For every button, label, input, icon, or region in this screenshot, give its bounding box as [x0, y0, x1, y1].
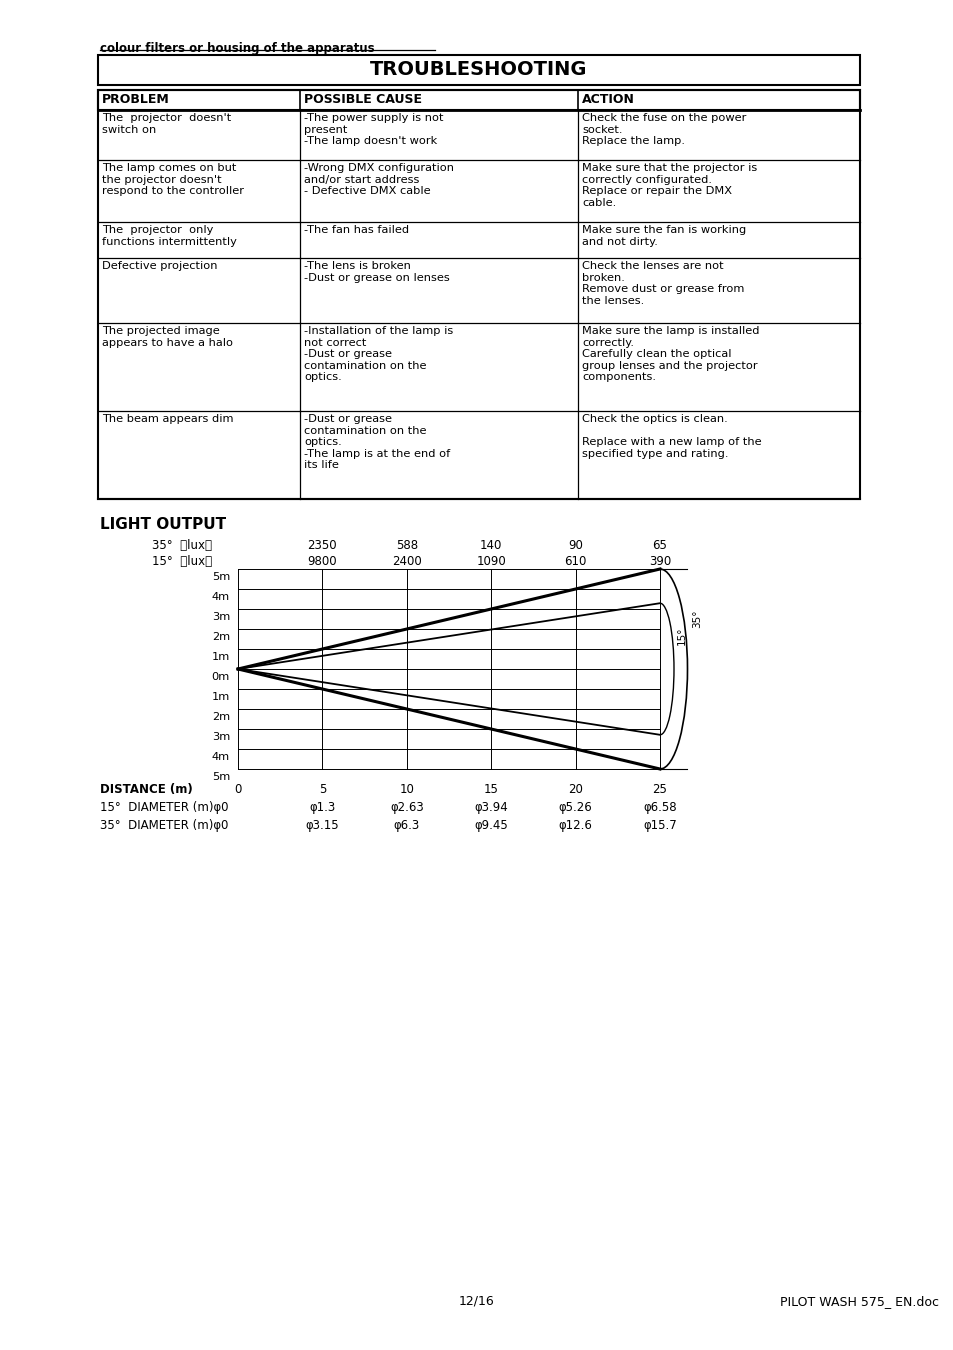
Text: 2m: 2m	[212, 711, 230, 722]
Text: LIGHT OUTPUT: LIGHT OUTPUT	[100, 517, 226, 532]
Text: φ1.3: φ1.3	[309, 801, 335, 814]
Text: φ9.45: φ9.45	[474, 819, 508, 832]
Text: 15°  （lux）: 15° （lux）	[152, 555, 212, 568]
Text: 0: 0	[234, 783, 241, 796]
Text: φ2.63: φ2.63	[390, 801, 423, 814]
Text: -The power supply is not
present
-The lamp doesn't work: -The power supply is not present -The la…	[304, 113, 443, 146]
Text: 0m: 0m	[212, 672, 230, 682]
Text: ACTION: ACTION	[581, 93, 635, 107]
Text: colour filters or housing of the apparatus: colour filters or housing of the apparat…	[100, 42, 375, 55]
Text: The beam appears dim: The beam appears dim	[102, 414, 233, 424]
Text: POSSIBLE CAUSE: POSSIBLE CAUSE	[304, 93, 421, 107]
Text: PILOT WASH 575_ EN.doc: PILOT WASH 575_ EN.doc	[780, 1295, 938, 1308]
Text: 10: 10	[399, 783, 414, 796]
Text: Check the lenses are not
broken.
Remove dust or grease from
the lenses.: Check the lenses are not broken. Remove …	[581, 261, 743, 306]
Text: Make sure the lamp is installed
correctly.
Carefully clean the optical
group len: Make sure the lamp is installed correctl…	[581, 325, 759, 382]
Text: The projected image
appears to have a halo: The projected image appears to have a ha…	[102, 325, 233, 347]
Text: φ5.26: φ5.26	[558, 801, 592, 814]
Text: TROUBLESHOOTING: TROUBLESHOOTING	[370, 59, 587, 80]
Text: 2m: 2m	[212, 632, 230, 643]
Text: 25: 25	[652, 783, 667, 796]
Text: 35°  （lux）: 35° （lux）	[152, 539, 212, 552]
Text: 1m: 1m	[212, 652, 230, 662]
Text: φ6.58: φ6.58	[642, 801, 676, 814]
Text: -The lens is broken
-Dust or grease on lenses: -The lens is broken -Dust or grease on l…	[304, 261, 449, 282]
Text: φ3.94: φ3.94	[474, 801, 508, 814]
Text: The  projector  only
functions intermittently: The projector only functions intermitten…	[102, 225, 236, 247]
Text: -Installation of the lamp is
not correct
-Dust or grease
contamination on the
op: -Installation of the lamp is not correct…	[304, 325, 453, 382]
Text: 35°: 35°	[692, 610, 701, 628]
Text: -Dust or grease
contamination on the
optics.
-The lamp is at the end of
its life: -Dust or grease contamination on the opt…	[304, 414, 450, 470]
Bar	[98, 55, 859, 85]
Text: 15°  DIAMETER (m)φ0: 15° DIAMETER (m)φ0	[100, 801, 229, 814]
Text: Check the optics is clean.

Replace with a new lamp of the
specified type and ra: Check the optics is clean. Replace with …	[581, 414, 760, 459]
Text: 15: 15	[483, 783, 498, 796]
Text: The  projector  doesn't
switch on: The projector doesn't switch on	[102, 113, 231, 135]
Text: 4m: 4m	[212, 593, 230, 602]
Text: The lamp comes on but
the projector doesn't
respond to the controller: The lamp comes on but the projector does…	[102, 163, 244, 196]
Text: 12/16: 12/16	[458, 1295, 495, 1308]
Text: 5m: 5m	[212, 572, 230, 582]
Text: φ15.7: φ15.7	[642, 819, 677, 832]
Text: 90: 90	[568, 539, 582, 552]
Text: 3m: 3m	[212, 732, 230, 742]
Text: 3m: 3m	[212, 612, 230, 622]
Text: PROBLEM: PROBLEM	[102, 93, 170, 107]
Text: 4m: 4m	[212, 752, 230, 761]
Text: 35°  DIAMETER (m)φ0: 35° DIAMETER (m)φ0	[100, 819, 228, 832]
Bar	[98, 90, 859, 500]
Text: φ3.15: φ3.15	[305, 819, 339, 832]
Text: φ12.6: φ12.6	[558, 819, 592, 832]
Text: 588: 588	[395, 539, 417, 552]
Text: Defective projection: Defective projection	[102, 261, 217, 271]
Text: 9800: 9800	[307, 555, 336, 568]
Text: Make sure the fan is working
and not dirty.: Make sure the fan is working and not dir…	[581, 225, 745, 247]
Text: 140: 140	[479, 539, 502, 552]
Text: -Wrong DMX configuration
and/or start address
- Defective DMX cable: -Wrong DMX configuration and/or start ad…	[304, 163, 454, 196]
Text: Make sure that the projector is
correctly configurated.
Replace or repair the DM: Make sure that the projector is correctl…	[581, 163, 757, 208]
Text: 2350: 2350	[307, 539, 336, 552]
Text: 610: 610	[564, 555, 586, 568]
Text: 65: 65	[652, 539, 667, 552]
Text: Check the fuse on the power
socket.
Replace the lamp.: Check the fuse on the power socket. Repl…	[581, 113, 745, 146]
Text: 5m: 5m	[212, 772, 230, 782]
Text: 15°: 15°	[677, 626, 686, 645]
Text: 5: 5	[318, 783, 326, 796]
Bar	[98, 90, 859, 109]
Text: 1m: 1m	[212, 693, 230, 702]
Text: φ6.3: φ6.3	[394, 819, 419, 832]
Text: 2400: 2400	[392, 555, 421, 568]
Text: 390: 390	[648, 555, 670, 568]
Text: DISTANCE (m): DISTANCE (m)	[100, 783, 193, 796]
Text: 20: 20	[568, 783, 582, 796]
Text: -The fan has failed: -The fan has failed	[304, 225, 409, 235]
Text: 1090: 1090	[476, 555, 505, 568]
